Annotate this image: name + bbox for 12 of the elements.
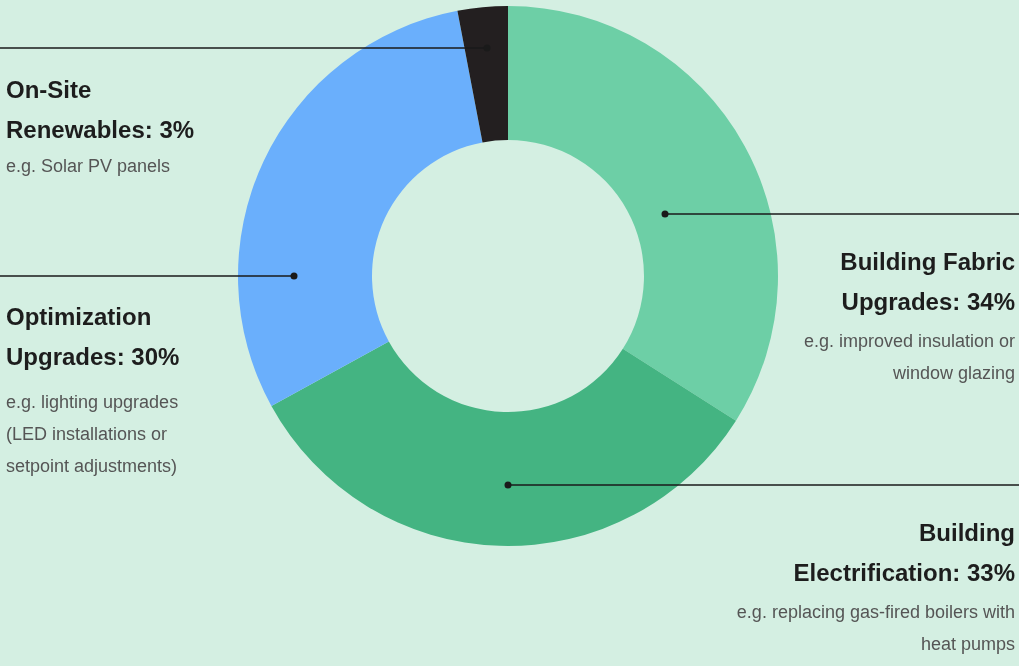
donut-slice — [508, 6, 778, 421]
slice-label: Building Electrification: 33% — [793, 519, 1015, 586]
text: e.g. lighting upgrades (LED installations or setpoint adjustments) — [6, 392, 179, 476]
text: e.g. Solar PV panels — [6, 156, 171, 176]
text: e.g. improved insulation or window glazing — [803, 331, 1015, 383]
donut-slice — [271, 341, 736, 546]
slice-label: On-Site Renewables: 3% — [6, 76, 195, 143]
text: e.g. replacing gas-fired boilers with heat pumps — [736, 602, 1015, 654]
donut-slice — [457, 6, 508, 143]
donut-slice — [238, 10, 483, 407]
slice-label: Optimization Upgrades: 30% — [6, 303, 180, 370]
slice-label: Building Fabric Upgrades: 34% — [840, 248, 1015, 315]
